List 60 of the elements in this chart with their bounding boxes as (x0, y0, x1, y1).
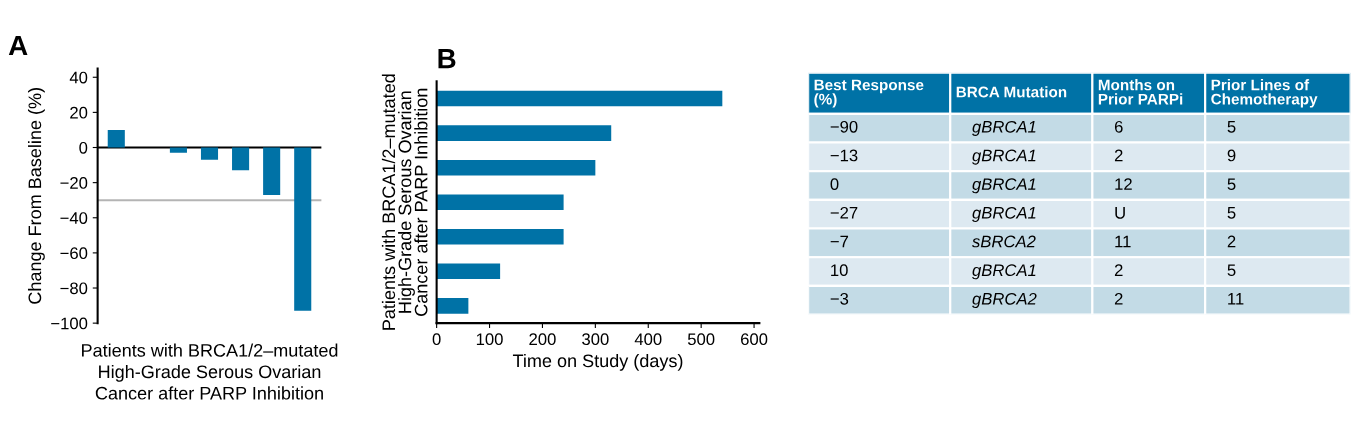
bar (436, 229, 564, 245)
category-label: Prior Lines of Chemotherapy (1211, 79, 1318, 108)
text: gBRCA1 (972, 149, 1036, 165)
text: gBRCA1 (972, 178, 1036, 194)
bar (436, 298, 469, 314)
x-tick-label: 100 (476, 333, 503, 346)
x-tick-label: 300 (582, 333, 609, 346)
category-label: Best Response (%) (814, 79, 924, 108)
x-tick-label: 400 (634, 333, 662, 346)
text: U (1115, 207, 1125, 219)
text: gBRCA1 (972, 264, 1036, 280)
text: 5 (1227, 121, 1236, 133)
y-axis-title: Change From Baseline (%) (27, 88, 45, 304)
text: 11 (1115, 235, 1131, 248)
text: gBRCA2 (972, 292, 1037, 309)
text: 10 (831, 264, 848, 277)
bar (436, 194, 564, 210)
category-label: BRCA Mutation (956, 86, 1067, 98)
x-axis-title: Patients with BRCA1/2–mutated High-Grade Serous Ovarian Cancer after PARP Inhibition (82, 343, 338, 400)
text: 9 (1227, 149, 1236, 162)
y-tick-label: 0 (79, 141, 88, 154)
x-axis-title: Time on Study (days) (512, 353, 683, 371)
x-tick-label: 200 (529, 333, 556, 346)
text: 11 (1228, 293, 1244, 305)
text: 6 (1114, 120, 1123, 133)
y-tick-label: 40 (69, 71, 88, 84)
chart-title: A (8, 35, 28, 56)
text: 0 (830, 178, 839, 191)
text: 5 (1227, 178, 1236, 191)
text: −13 (830, 149, 858, 162)
y-tick-label: −80 (60, 282, 88, 295)
bar (436, 90, 723, 107)
text: sBRCA2 (972, 235, 1036, 248)
x-tick-label: 500 (687, 333, 715, 346)
y-tick-label: −60 (60, 247, 88, 260)
text: 5 (1227, 264, 1236, 277)
text: 2 (1114, 149, 1123, 162)
text: −7 (830, 235, 849, 248)
text: gBRCA1 (972, 206, 1036, 222)
text: gBRCA1 (972, 120, 1036, 136)
bar (436, 263, 501, 280)
text: −3 (830, 292, 849, 305)
bar (436, 159, 596, 176)
text: −27 (830, 206, 858, 219)
text: 2 (1114, 264, 1123, 276)
y-tick-label: −20 (60, 177, 88, 189)
x-tick-label: 600 (741, 333, 768, 346)
text: 5 (1227, 207, 1236, 219)
x-tick-label: 0 (432, 333, 441, 346)
text: −90 (830, 120, 858, 133)
text: 12 (1115, 178, 1132, 190)
bar (436, 125, 612, 141)
text: 2 (1114, 292, 1123, 305)
chart-title: B (438, 49, 456, 69)
y-tick-label: −100 (51, 317, 88, 330)
y-axis-title: Patients with BRCA1/2–mutated High-Grade Serous Ovarian Cancer after PARP Inhibition (381, 74, 428, 330)
category-label: Months on Prior PARPi (1098, 79, 1183, 105)
text: 2 (1227, 235, 1236, 248)
y-tick-label: −40 (60, 212, 88, 224)
y-tick-label: 20 (70, 106, 88, 119)
